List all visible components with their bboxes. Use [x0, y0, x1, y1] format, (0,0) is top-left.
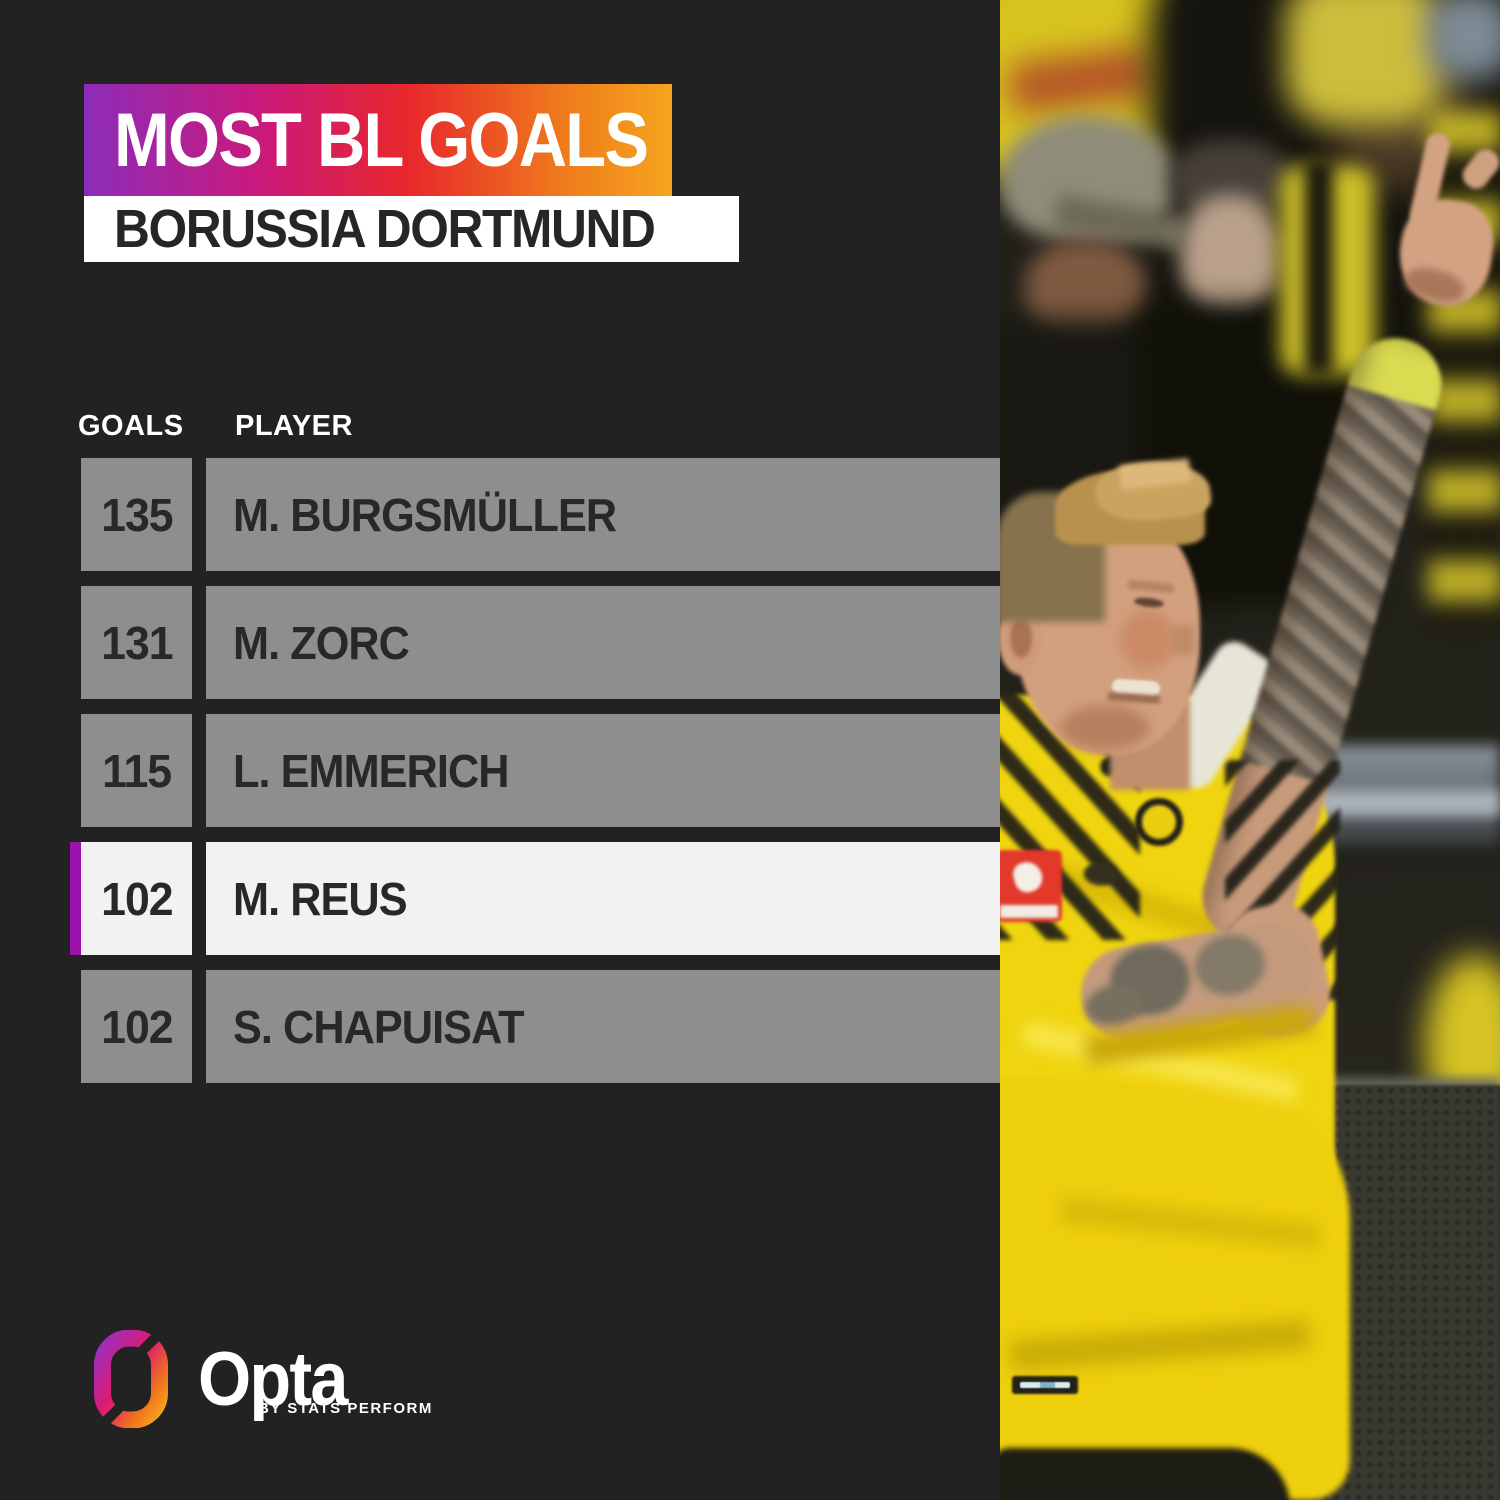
opta-ring-icon [93, 1330, 169, 1428]
corner-blue-patch [1425, 0, 1500, 80]
table-row-highlighted: 102 M. REUS [70, 842, 1002, 955]
crowd-yellow-banner-right [1285, 0, 1445, 125]
goals-cell: 115 [81, 714, 192, 827]
fan-pale-face [1180, 195, 1280, 315]
nose-shadow [1172, 625, 1194, 655]
page-title: MOST BL GOALS [114, 97, 649, 183]
row-accent-bar [70, 970, 81, 1083]
player-cell: M. REUS [206, 842, 1002, 955]
player-photo [1000, 0, 1500, 1500]
jaw-shadow [1060, 705, 1150, 750]
ear-inner [1010, 618, 1032, 658]
cheek-shade [1120, 610, 1175, 670]
black-shorts [1000, 1448, 1290, 1500]
column-header-goals: GOALS [78, 410, 184, 442]
player-cell: M. ZORC [206, 586, 1002, 699]
opta-byline: BY STATS PERFORM [258, 1400, 433, 1417]
jersey-belly [1000, 1080, 1350, 1500]
column-header-player: PLAYER [235, 410, 353, 442]
hem-tag-stripe [1020, 1382, 1070, 1388]
highlight-accent-bar [70, 842, 81, 955]
player-cell: M. BURGSMÜLLER [206, 458, 1002, 571]
goals-cell: 131 [81, 586, 192, 699]
row-accent-bar [70, 458, 81, 571]
row-accent-bar [70, 714, 81, 827]
goals-cell: 102 [81, 842, 192, 955]
table-row: 102 S. CHAPUISAT [70, 970, 1002, 1083]
goals-cell: 102 [81, 970, 192, 1083]
title-banner: MOST BL GOALS [84, 84, 672, 196]
opta-wordmark: Opta [198, 1337, 348, 1422]
subtitle-bar: BORUSSIA DORTMUND [84, 196, 739, 262]
player-cell: S. CHAPUISAT [206, 970, 1002, 1083]
fan-jacket-stripe [1305, 160, 1333, 375]
table-row: 135 M. BURGSMÜLLER [70, 458, 1002, 571]
player-cell: L. EMMERICH [206, 714, 1002, 827]
bundesliga-patch-label [1000, 905, 1058, 918]
bvb-crest [1135, 798, 1183, 846]
goals-cell: 135 [81, 458, 192, 571]
table-row: 115 L. EMMERICH [70, 714, 1002, 827]
table-row: 131 M. ZORC [70, 586, 1002, 699]
page-subtitle: BORUSSIA DORTMUND [114, 199, 656, 259]
row-accent-bar [70, 586, 81, 699]
